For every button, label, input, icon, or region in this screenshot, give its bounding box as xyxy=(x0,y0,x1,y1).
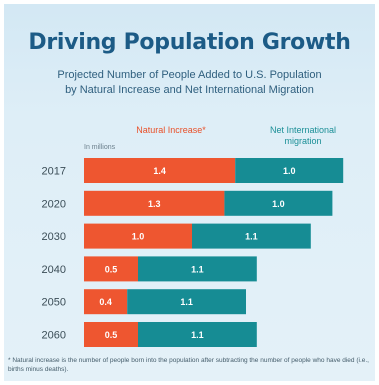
bar-net-migration-2030 xyxy=(192,223,311,249)
bar-net-migration-2020 xyxy=(224,190,333,216)
category-label-2050: 2050 xyxy=(42,297,66,309)
unit-label: In millions xyxy=(84,144,116,151)
legend-natural-increase: Natural Increase* xyxy=(136,125,206,135)
chart-subtitle-line-2: by Natural Increase and Net Internationa… xyxy=(65,84,314,96)
chart-title: Driving Population Growth xyxy=(28,30,351,55)
data-label-natural-increase-2040: 0.5 xyxy=(105,264,118,274)
bar-natural-increase-2017 xyxy=(84,158,236,183)
data-label-natural-increase-2030: 1.0 xyxy=(132,232,145,242)
data-label-natural-increase-2060: 0.5 xyxy=(105,330,118,340)
category-label-2060: 2060 xyxy=(42,330,66,342)
category-label-2020: 2020 xyxy=(42,198,66,210)
category-label-2017: 2017 xyxy=(42,166,66,178)
data-label-net-migration-2050: 1.1 xyxy=(180,297,193,307)
bar-natural-increase-2040 xyxy=(84,256,138,282)
data-label-net-migration-2020: 1.0 xyxy=(272,199,285,209)
bar-natural-increase-2020 xyxy=(84,190,225,216)
legend-net-migration: Net International migration xyxy=(269,125,337,146)
data-label-natural-increase-2020: 1.3 xyxy=(148,199,161,209)
data-label-net-migration-2060: 1.1 xyxy=(191,330,204,340)
chart-subtitle-line-1: Projected Number of People Added to U.S.… xyxy=(57,69,322,81)
data-label-net-migration-2017: 1.0 xyxy=(283,166,296,176)
data-label-natural-increase-2050: 0.4 xyxy=(99,297,112,307)
footnote: * Natural increase is the number of peop… xyxy=(8,357,369,373)
bar-natural-increase-2050 xyxy=(84,289,128,315)
bar-natural-increase-2060 xyxy=(84,322,138,347)
bar-net-migration-2050 xyxy=(127,289,246,315)
bar-net-migration-2040 xyxy=(138,256,257,282)
data-label-natural-increase-2017: 1.4 xyxy=(153,166,166,176)
bar-net-migration-2060 xyxy=(138,322,257,347)
data-label-net-migration-2040: 1.1 xyxy=(191,264,204,274)
data-label-net-migration-2030: 1.1 xyxy=(245,232,258,242)
bar-net-migration-2017 xyxy=(235,158,344,183)
category-label-2030: 2030 xyxy=(42,231,66,243)
category-label-2040: 2040 xyxy=(42,264,66,276)
bar-natural-increase-2030 xyxy=(84,223,192,249)
